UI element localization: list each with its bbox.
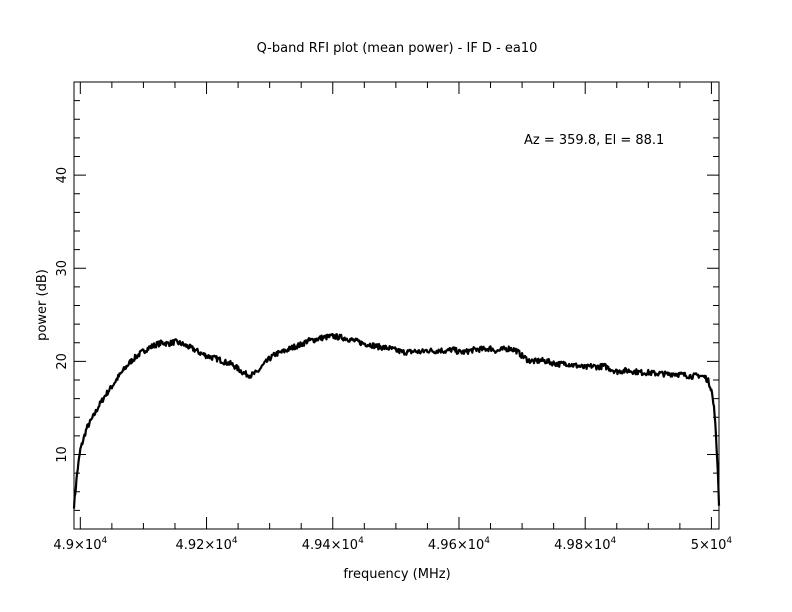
x-tick-label: 4.9×104 [53, 536, 107, 553]
x-tick-label: 5×104 [691, 536, 733, 553]
x-tick-label: 4.98×104 [554, 536, 616, 553]
y-tick-label: 10 [55, 446, 70, 463]
y-tick-label: 20 [55, 353, 70, 370]
plot-frame [73, 81, 720, 530]
x-tick-label: 4.94×104 [302, 536, 364, 553]
az-el-annotation: Az = 359.8, El = 88.1 [524, 133, 664, 148]
series-line [72, 332, 721, 509]
x-tick-exponent: 4 [484, 536, 490, 546]
x-tick-exponent: 4 [232, 536, 238, 546]
chart-title: Q-band RFI plot (mean power) - IF D - ea… [257, 41, 538, 56]
x-tick-exponent: 4 [101, 536, 107, 546]
y-axis-label: power (dB) [35, 269, 50, 341]
x-tick-labels: 4.9×104 4.92×104 4.94×104 4.96×104 4.98×104 5… [53, 536, 732, 553]
x-tick-label: 4.92×104 [175, 536, 237, 553]
y-tick-label: 30 [55, 260, 70, 277]
x-tick-exponent: 4 [611, 536, 617, 546]
x-tick-label: 4.96×104 [428, 536, 490, 553]
x-axis-label: frequency (MHz) [343, 567, 450, 582]
y-tick-label: 40 [55, 167, 70, 184]
x-tick-exponent: 4 [358, 536, 364, 546]
x-tick-exponent: 4 [726, 536, 732, 546]
y-tick-labels: 10 20 30 40 [55, 167, 70, 463]
axis-ticks [74, 82, 719, 530]
